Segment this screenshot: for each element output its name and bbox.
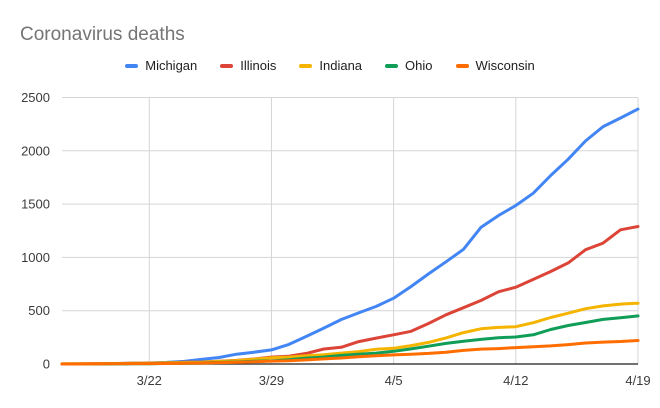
x-tick-label: 3/29 (259, 373, 284, 388)
legend-label: Ohio (405, 58, 433, 73)
legend-item-michigan: Michigan (125, 58, 197, 73)
chart-title: Coronavirus deaths (20, 24, 185, 45)
legend-label: Illinois (240, 58, 277, 73)
legend-swatch-illinois-icon (220, 63, 234, 68)
legend-swatch-indiana-icon (299, 63, 313, 68)
legend-swatch-michigan-icon (125, 63, 139, 68)
legend-label: Indiana (319, 58, 363, 73)
x-tick-label: 4/19 (625, 373, 650, 388)
series-line-illinois (60, 225, 640, 366)
legend-item-wisconsin: Wisconsin (455, 58, 535, 73)
y-tick-label: 2000 (21, 143, 50, 158)
legend-label: Wisconsin (475, 58, 535, 73)
y-tick-label: 500 (28, 303, 50, 318)
legend-item-ohio: Ohio (385, 58, 433, 73)
x-tick-label: 4/12 (503, 373, 528, 388)
x-tick-label: 3/22 (137, 373, 162, 388)
series-line-wisconsin (60, 339, 640, 366)
y-tick-label: 1000 (21, 250, 50, 265)
legend-item-illinois: Illinois (220, 58, 276, 73)
legend-label: Michigan (145, 58, 198, 73)
legend-swatch-ohio-icon (385, 63, 399, 68)
y-tick-label: 0 (43, 357, 50, 372)
series-line-michigan (60, 107, 640, 366)
y-tick-label: 2500 (21, 90, 50, 105)
y-tick-label: 1500 (21, 197, 50, 212)
legend-swatch-wisconsin-icon (455, 63, 469, 68)
x-tick-label: 4/5 (385, 373, 403, 388)
legend-item-indiana: Indiana (299, 58, 362, 73)
chart-legend: Michigan Illinois Indiana Ohio Wisconsin (0, 58, 660, 73)
